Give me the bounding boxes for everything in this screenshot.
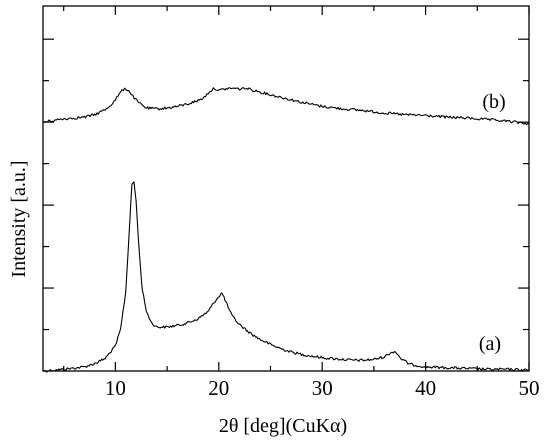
- x-axis-tick-labels: 10 20 30 40 50: [105, 376, 540, 400]
- x-tick-label: 20: [208, 376, 229, 400]
- series-label-b: (b): [482, 91, 505, 113]
- series-label-a: (a): [479, 333, 501, 355]
- x-tick-label: 10: [105, 376, 126, 400]
- series-layer: [42, 86, 530, 373]
- x-axis-title: 2θ [deg](CuKα): [219, 415, 347, 437]
- x-axis-ticks: [63, 6, 530, 371]
- y-axis-ticks: [43, 38, 529, 331]
- x-tick-label: 40: [415, 376, 436, 400]
- y-axis-title: Intensity [a.u.]: [8, 160, 30, 277]
- x-tick-label: 30: [312, 376, 333, 400]
- plot-frame: [42, 5, 530, 372]
- series-line-a: [42, 181, 530, 373]
- x-tick-label: 50: [519, 376, 540, 400]
- series-line-b: [42, 86, 530, 126]
